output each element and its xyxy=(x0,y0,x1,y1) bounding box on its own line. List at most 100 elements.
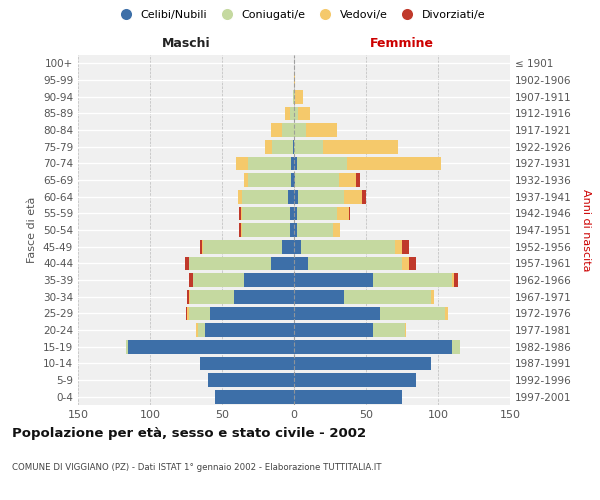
Bar xyxy=(189,290,190,304)
Bar xyxy=(294,156,297,170)
Bar xyxy=(200,240,202,254)
Bar xyxy=(242,190,288,203)
Bar xyxy=(288,190,294,203)
Bar xyxy=(239,206,241,220)
Bar xyxy=(380,306,445,320)
Bar xyxy=(271,123,283,137)
Bar xyxy=(356,173,360,187)
Bar xyxy=(294,290,344,304)
Bar xyxy=(297,206,337,220)
Bar xyxy=(294,390,402,404)
Bar xyxy=(244,173,248,187)
Bar xyxy=(125,340,128,353)
Bar xyxy=(241,223,242,237)
Bar xyxy=(402,240,409,254)
Bar xyxy=(452,340,460,353)
Bar xyxy=(128,340,294,353)
Bar xyxy=(294,90,295,104)
Bar xyxy=(291,173,294,187)
Bar xyxy=(294,273,373,287)
Bar xyxy=(294,140,323,153)
Bar xyxy=(409,256,416,270)
Bar xyxy=(189,256,271,270)
Text: Maschi: Maschi xyxy=(161,37,211,50)
Bar xyxy=(294,206,297,220)
Bar xyxy=(291,156,294,170)
Bar xyxy=(294,123,305,137)
Bar xyxy=(238,190,242,203)
Text: Popolazione per età, sesso e stato civile - 2002: Popolazione per età, sesso e stato civil… xyxy=(12,428,366,440)
Bar xyxy=(294,340,452,353)
Bar xyxy=(271,256,294,270)
Bar xyxy=(265,140,272,153)
Bar xyxy=(294,173,295,187)
Bar xyxy=(193,273,244,287)
Bar xyxy=(248,173,291,187)
Bar xyxy=(298,106,310,120)
Bar xyxy=(337,206,349,220)
Bar xyxy=(405,323,406,337)
Bar xyxy=(349,206,350,220)
Bar xyxy=(242,206,290,220)
Bar xyxy=(294,356,431,370)
Bar xyxy=(294,256,308,270)
Bar xyxy=(202,240,203,254)
Bar xyxy=(215,390,294,404)
Y-axis label: Fasce di età: Fasce di età xyxy=(28,197,37,263)
Bar xyxy=(294,106,298,120)
Bar xyxy=(290,206,294,220)
Bar xyxy=(272,140,293,153)
Bar xyxy=(294,323,373,337)
Bar xyxy=(233,290,294,304)
Bar xyxy=(373,273,452,287)
Bar xyxy=(236,156,248,170)
Bar xyxy=(454,273,458,287)
Bar xyxy=(452,273,454,287)
Y-axis label: Anni di nascita: Anni di nascita xyxy=(581,188,591,271)
Bar xyxy=(203,240,283,254)
Bar xyxy=(186,306,187,320)
Bar xyxy=(362,190,366,203)
Bar xyxy=(344,190,362,203)
Bar xyxy=(185,256,189,270)
Bar xyxy=(190,290,233,304)
Bar xyxy=(395,240,402,254)
Bar xyxy=(283,240,294,254)
Bar xyxy=(205,323,294,337)
Bar xyxy=(373,323,405,337)
Bar xyxy=(283,123,294,137)
Bar xyxy=(294,190,298,203)
Bar xyxy=(294,73,295,87)
Text: Femmine: Femmine xyxy=(370,37,434,50)
Bar xyxy=(196,323,197,337)
Bar xyxy=(187,290,189,304)
Bar xyxy=(293,140,294,153)
Bar xyxy=(294,373,416,387)
Bar xyxy=(347,156,441,170)
Bar xyxy=(197,323,205,337)
Bar xyxy=(208,373,294,387)
Legend: Celibi/Nubili, Coniugati/e, Vedovi/e, Divorziati/e: Celibi/Nubili, Coniugati/e, Vedovi/e, Di… xyxy=(110,6,490,25)
Bar xyxy=(294,223,297,237)
Bar xyxy=(338,173,356,187)
Bar xyxy=(290,223,294,237)
Bar xyxy=(305,123,337,137)
Bar xyxy=(294,306,380,320)
Text: COMUNE DI VIGGIANO (PZ) - Dati ISTAT 1° gennaio 2002 - Elaborazione TUTTITALIA.I: COMUNE DI VIGGIANO (PZ) - Dati ISTAT 1° … xyxy=(12,462,382,471)
Bar xyxy=(308,256,402,270)
Bar xyxy=(241,206,242,220)
Bar xyxy=(290,106,294,120)
Bar xyxy=(333,223,340,237)
Bar xyxy=(295,173,338,187)
Bar xyxy=(297,156,347,170)
Bar xyxy=(344,290,431,304)
Bar xyxy=(242,223,290,237)
Bar xyxy=(286,106,290,120)
Bar xyxy=(189,306,211,320)
Bar xyxy=(239,223,241,237)
Bar xyxy=(244,273,294,287)
Bar xyxy=(189,273,193,287)
Bar xyxy=(211,306,294,320)
Bar xyxy=(445,306,448,320)
Bar xyxy=(295,90,302,104)
